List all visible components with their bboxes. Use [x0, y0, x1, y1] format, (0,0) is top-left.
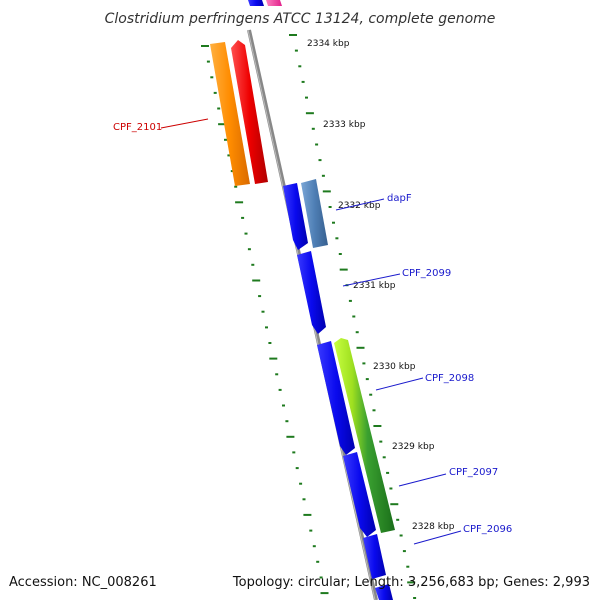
gene-arrow-dapf — [301, 179, 328, 248]
gene-arrow-blue-6 — [375, 584, 393, 600]
genome-summary-text: Topology: circular; Length: 3,256,683 bp… — [232, 575, 590, 590]
gene-arrow-cpf-2101-orange — [210, 42, 250, 186]
gene-label-cpf-2099[interactable]: CPF_2099 — [342, 268, 451, 287]
gene-label-text: CPF_2097 — [449, 467, 498, 478]
kbp-label-2330: 2330 kbp — [373, 362, 416, 372]
gene-label-text: CPF_2098 — [425, 373, 474, 384]
kbp-label-2332: 2332 kbp — [338, 201, 381, 211]
gene-arrow-blue-3 — [317, 341, 355, 455]
gene-label-cpf-2101[interactable]: CPF_2101 — [113, 118, 209, 133]
gene-arrow-green — [334, 338, 395, 533]
gene-label-text: CPF_2099 — [402, 268, 451, 279]
kbp-label-2333: 2333 kbp — [323, 120, 366, 130]
leader-line — [160, 118, 209, 129]
leader-line — [342, 273, 401, 287]
leader-line — [375, 377, 424, 391]
gene-arrow-cpf-2101-red — [231, 40, 268, 184]
map-title: Clostridium perfringens ATCC 13124, comp… — [105, 11, 496, 27]
leader-line — [398, 473, 447, 487]
gene-label-text: dapF — [387, 193, 412, 204]
gene-arrow-top-blue — [248, 0, 264, 6]
kbp-label-2334: 2334 kbp — [307, 39, 350, 49]
gene-label-text: CPF_2096 — [463, 524, 512, 535]
gene-label-text: CPF_2101 — [113, 122, 162, 133]
left-tick-track — [201, 45, 329, 595]
accession-text: Accession: NC_008261 — [9, 575, 157, 590]
kbp-label-2331: 2331 kbp — [353, 281, 396, 291]
gene-label-cpf-2098[interactable]: CPF_2098 — [375, 373, 474, 391]
kbp-label-2328: 2328 kbp — [412, 522, 455, 532]
gene-label-cpf-2097[interactable]: CPF_2097 — [398, 467, 498, 487]
kbp-label-2329: 2329 kbp — [392, 442, 435, 452]
leader-line — [335, 198, 385, 211]
gene-label-cpf-2096[interactable]: CPF_2096 — [413, 524, 512, 545]
right-tick-track — [289, 34, 417, 599]
leader-line — [413, 530, 462, 545]
gene-arrow-top-pink — [266, 0, 282, 6]
kbp-labels: 2334 kbp 2333 kbp 2332 kbp 2331 kbp 2330… — [307, 39, 455, 532]
gene-arrow-blue-2 — [297, 251, 326, 334]
gene-label-dapf[interactable]: dapF — [335, 193, 412, 211]
gene-arrow-blue-5 — [363, 534, 386, 579]
gene-arrow-blue-4 — [343, 452, 376, 537]
gene-arrow-blue-1 — [283, 183, 308, 250]
